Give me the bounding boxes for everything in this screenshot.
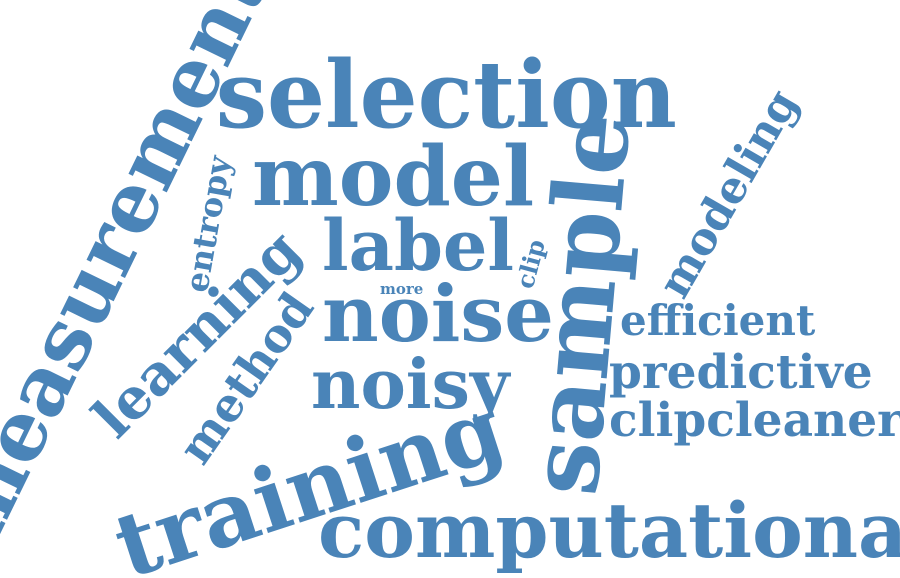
word-selection: selection xyxy=(215,40,677,149)
word-noisy: noisy xyxy=(311,345,510,425)
word-more: more xyxy=(380,280,424,298)
word-label: label xyxy=(322,204,515,287)
word-model: model xyxy=(252,129,535,225)
word-clipcleaner: clipcleaner xyxy=(609,393,900,448)
word-noise: noise xyxy=(322,269,554,360)
word-computational: computational xyxy=(318,486,900,575)
word-predictive: predictive xyxy=(609,345,873,400)
word-efficient: efficient xyxy=(620,296,816,345)
